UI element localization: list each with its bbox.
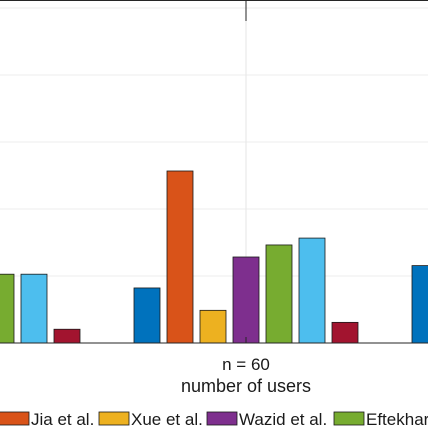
grid-lines bbox=[0, 0, 428, 344]
legend-label: Wazid et al. bbox=[239, 410, 327, 428]
bar bbox=[232, 256, 260, 344]
legend-swatch bbox=[206, 411, 238, 426]
x-tick-label: n = 60 bbox=[222, 355, 270, 374]
legend-label: Xue et al. bbox=[131, 410, 203, 428]
legend-swatch bbox=[0, 411, 30, 426]
axes bbox=[0, 0, 428, 344]
bar bbox=[265, 244, 293, 344]
bar bbox=[20, 273, 48, 344]
legend-label: Eftekhar bbox=[366, 410, 428, 428]
legend-swatch bbox=[98, 411, 130, 426]
bar bbox=[166, 170, 194, 344]
bars bbox=[0, 170, 428, 344]
bar bbox=[199, 309, 227, 344]
x-axis-label: number of users bbox=[181, 376, 311, 396]
bar bbox=[298, 237, 326, 344]
bar bbox=[411, 265, 428, 344]
bar bbox=[133, 287, 161, 344]
bar bbox=[53, 328, 81, 344]
legend-label: Jia et al. bbox=[31, 410, 94, 428]
legend: Jia et al. Xue et al. Wazid et al. Eftekhar bbox=[0, 410, 428, 428]
bar bbox=[0, 273, 15, 344]
bar bbox=[331, 321, 359, 344]
legend-swatch bbox=[333, 411, 365, 426]
x-tick-labels: n = 60 bbox=[222, 355, 270, 374]
